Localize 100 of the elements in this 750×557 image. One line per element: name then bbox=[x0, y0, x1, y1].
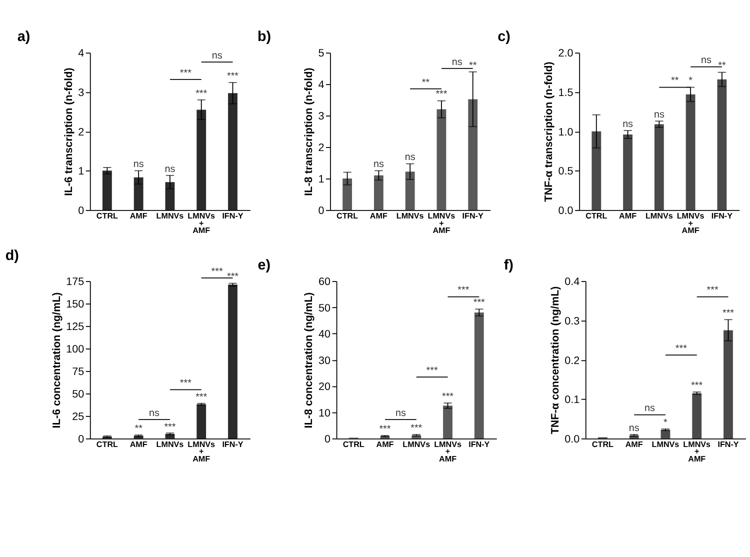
annotation: *** bbox=[180, 378, 192, 390]
annotation: ** bbox=[134, 423, 143, 434]
y-tick-label: 1 bbox=[78, 166, 84, 178]
annotation: *** bbox=[722, 308, 734, 320]
x-tick-label: IFN-Y bbox=[462, 212, 484, 221]
x-tick-label: LMNVs + AMF bbox=[188, 440, 216, 464]
y-tick-label: 5 bbox=[318, 48, 324, 60]
annotation: ns bbox=[164, 164, 176, 175]
y-tick-label: 25 bbox=[72, 411, 84, 424]
annotation: *** bbox=[226, 272, 239, 283]
annotation: *** bbox=[379, 424, 391, 435]
y-tick-label: 2 bbox=[78, 126, 84, 138]
y-tick-label: 2.0 bbox=[558, 48, 574, 60]
annotation: *** bbox=[196, 392, 208, 403]
y-tick-label: 60 bbox=[318, 276, 330, 288]
annotation: ns bbox=[654, 110, 664, 121]
y-tick-label: 0 bbox=[78, 205, 84, 218]
annotation: *** bbox=[226, 70, 239, 82]
text: *** bbox=[211, 266, 223, 278]
annotation: ns bbox=[452, 56, 462, 68]
x-tick-label: LMNVs + AMF bbox=[683, 440, 712, 464]
x-tick-label: LMNVs + AMF bbox=[428, 212, 456, 235]
x-tick-label: CTRL bbox=[336, 212, 358, 221]
y-tick-label: 0.3 bbox=[564, 315, 580, 328]
annotation: ns bbox=[404, 152, 416, 164]
annotation: ** bbox=[469, 60, 477, 72]
x-tick-label: IFN-Y bbox=[711, 212, 734, 221]
x-tick-label: CTRL bbox=[96, 212, 118, 221]
x-tick-label: LMNVs bbox=[652, 440, 680, 449]
x-tick-label: IFN-Y bbox=[468, 440, 490, 449]
y-tick-label: 3 bbox=[78, 87, 84, 100]
annotation: ns bbox=[628, 422, 640, 434]
y-axis-title: IL-6 transcription (n-fold) bbox=[62, 67, 75, 196]
x-tick-label: IFN-Y bbox=[718, 440, 740, 449]
annotation: ns bbox=[149, 408, 160, 419]
y-tick-label: 2 bbox=[318, 142, 324, 154]
annotation: * bbox=[664, 417, 668, 428]
y-tick-label: 175 bbox=[66, 276, 84, 288]
x-tick-label: IFN-Y bbox=[222, 212, 244, 221]
annotation: *** bbox=[675, 343, 688, 354]
y-tick-label: 10 bbox=[318, 407, 330, 420]
y-tick-label: 20 bbox=[318, 381, 330, 394]
y-axis-title: IL-6 concentration (ng/mL) bbox=[50, 292, 63, 428]
x-tick-label: AMF bbox=[130, 212, 148, 221]
annotation: *** bbox=[180, 68, 192, 79]
annotation: ns bbox=[212, 50, 222, 62]
y-tick-label: 1 bbox=[318, 174, 324, 186]
x-tick-label: AMF bbox=[376, 440, 394, 449]
y-tick-label: 125 bbox=[66, 321, 84, 334]
annotation: *** bbox=[691, 380, 703, 392]
x-tick-label: LMNVs bbox=[156, 212, 184, 221]
y-tick-label: 50 bbox=[318, 302, 330, 314]
x-tick-label: CTRL bbox=[342, 440, 364, 449]
x-tick-label: AMF bbox=[625, 440, 643, 449]
annotation: *** bbox=[410, 422, 422, 434]
y-tick-label: 0 bbox=[318, 205, 324, 218]
x-tick-label: IFN-Y bbox=[222, 440, 244, 449]
y-axis-title: IL-8 transcription (n-fold) bbox=[302, 67, 315, 196]
x-tick-label: LMNVs bbox=[402, 440, 431, 449]
y-tick-label: 3 bbox=[318, 110, 324, 123]
y-tick-label: 0.1 bbox=[564, 394, 580, 406]
annotation: *** bbox=[458, 285, 470, 296]
x-tick-label: AMF bbox=[370, 212, 388, 221]
annotation: *** bbox=[164, 422, 176, 433]
annotation: * bbox=[688, 76, 693, 87]
y-tick-label: 1.0 bbox=[558, 126, 574, 138]
chart-title: b) bbox=[257, 28, 272, 45]
annotation: ns bbox=[622, 118, 634, 130]
x-tick-label: AMF bbox=[130, 440, 148, 449]
x-tick-label: LMNVs bbox=[396, 212, 424, 221]
y-tick-label: 30 bbox=[318, 354, 330, 367]
annotation: ns bbox=[373, 159, 384, 170]
y-tick-label: 0 bbox=[78, 433, 84, 446]
y-axis-title: TNF-α transcription (n-fold) bbox=[542, 61, 555, 202]
y-tick-label: 1.5 bbox=[558, 87, 574, 100]
x-tick-label: CTRL bbox=[586, 212, 608, 221]
x-tick-label: LMNVs + AMF bbox=[434, 440, 462, 464]
annotation: *** bbox=[196, 88, 208, 100]
annotation: *** bbox=[706, 285, 718, 296]
y-tick-label: 0.0 bbox=[558, 205, 574, 218]
y-tick-label: 0.5 bbox=[558, 166, 574, 178]
x-tick-label: LMNVs bbox=[156, 440, 184, 449]
annotation: *** bbox=[473, 298, 486, 309]
y-tick-label: 0.4 bbox=[564, 276, 580, 288]
x-tick-label: LMNVs + AMF bbox=[188, 212, 216, 235]
chart-title: e) bbox=[258, 257, 271, 274]
chart-title: f) bbox=[504, 257, 514, 274]
x-tick-label: CTRL bbox=[96, 440, 118, 449]
y-tick-label: 0.0 bbox=[564, 433, 580, 446]
y-tick-label: 40 bbox=[318, 328, 330, 341]
annotation: *** bbox=[436, 89, 448, 100]
chart-title: d) bbox=[5, 248, 20, 264]
annotation: ** bbox=[422, 77, 430, 88]
y-tick-label: 50 bbox=[72, 388, 84, 401]
x-tick-label: LMNVs bbox=[645, 212, 674, 221]
y-tick-label: 100 bbox=[66, 344, 84, 356]
annotation: ns bbox=[133, 159, 144, 170]
annotation: ** bbox=[718, 60, 726, 72]
y-tick-label: 150 bbox=[66, 298, 84, 311]
annotation: ns bbox=[701, 55, 712, 66]
